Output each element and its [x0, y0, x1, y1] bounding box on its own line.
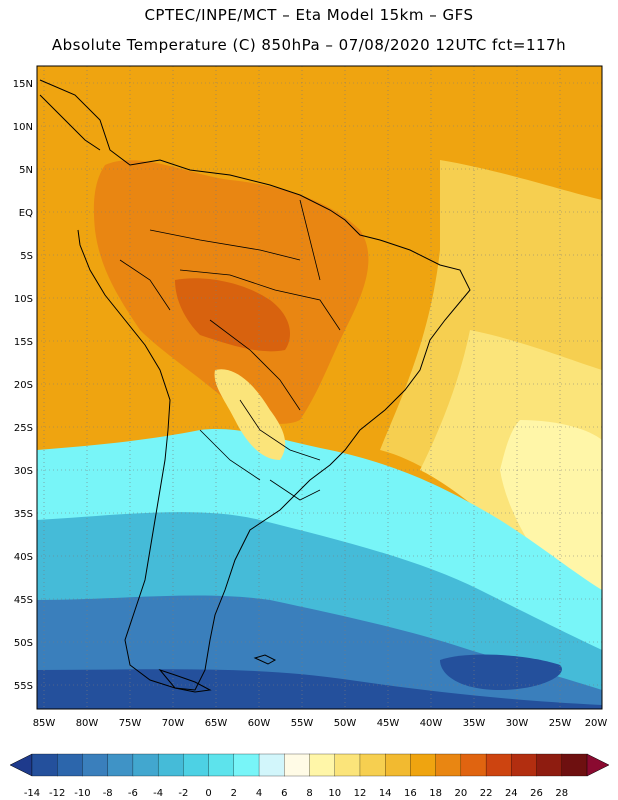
colorbar-tick-label: -14 [24, 788, 40, 799]
colorbar-cell [82, 753, 109, 777]
colorbar-tick-label: 28 [555, 788, 568, 799]
field-continent-hot [175, 278, 290, 352]
temperature-field [37, 66, 602, 709]
colorbar-tick-label: 2 [231, 788, 237, 799]
colorbar-cell [183, 753, 210, 777]
colorbar: -14 -12 -10 -8 -6 -4 -2 0 2 4 6 8 10 12 14 16 18 20 22 24 26… [9, 753, 610, 799]
lon-label: 30W [506, 718, 529, 729]
coastlines [39, 79, 471, 693]
colorbar-tick-label: -6 [128, 788, 138, 799]
colorbar-cell [485, 753, 512, 777]
colorbar-cell [258, 753, 285, 777]
lat-label: 5N [19, 165, 33, 176]
colorbar-tick-label: -2 [178, 788, 188, 799]
colorbar-cell [460, 753, 487, 777]
colorbar-tick-label: 6 [281, 788, 287, 799]
central-america-coastline [39, 94, 101, 151]
lon-label: 40W [420, 718, 443, 729]
title-line-2: Absolute Temperature (C) 850hPa – 07/08/… [51, 36, 567, 54]
lon-label: 65W [205, 718, 228, 729]
colorbar-tick-label: -8 [103, 788, 113, 799]
colorbar-cell [359, 753, 386, 777]
colorbar-cell [511, 753, 538, 777]
lat-label: 10S [14, 294, 33, 305]
colorbar-cell [385, 753, 411, 777]
field-coldest-blob [440, 654, 562, 690]
country-borders [119, 199, 341, 501]
field-cold-front [500, 420, 602, 600]
colorbar-cell [107, 753, 134, 777]
colorbar-cell [309, 753, 336, 777]
lat-label: 25S [14, 423, 33, 434]
colorbar-cell [57, 753, 84, 777]
colorbar-cell [157, 753, 184, 777]
colorbar-cell [561, 753, 588, 777]
lat-label: EQ [19, 208, 33, 219]
lon-label: 45W [377, 718, 400, 729]
colorbar-cell [410, 753, 437, 777]
tierra-del-fuego [158, 668, 212, 693]
colorbar-tick-label: 16 [404, 788, 417, 799]
latitude-labels: 15N 10N 5N EQ 5S 10S 15S 20S 25S 30S 35S… [13, 79, 33, 692]
title-line-1: CPTEC/INPE/MCT – Eta Model 15km – GFS [144, 6, 474, 24]
map-frame [36, 65, 603, 710]
colorbar-tick-label: 12 [354, 788, 367, 799]
lat-label: 45S [14, 595, 33, 606]
colorbar-cell [233, 753, 260, 777]
colorbar-tick-label: 8 [306, 788, 312, 799]
colorbar-tick-label: -4 [153, 788, 163, 799]
colorbar-tick-label: 10 [328, 788, 341, 799]
lon-label: 85W [33, 718, 56, 729]
colorbar-tick-label: 14 [379, 788, 392, 799]
colorbar-cell [132, 753, 159, 777]
field-coldest [37, 669, 602, 709]
colorbar-tick-label: 26 [530, 788, 543, 799]
colorbar-cell [536, 753, 563, 777]
lat-label: 20S [14, 380, 33, 391]
colorbar-cell [31, 753, 58, 777]
colorbar-tick-label: 0 [205, 788, 211, 799]
colorbar-tick-label: 18 [429, 788, 442, 799]
lat-label: 5S [20, 251, 33, 262]
lon-label: 55W [291, 718, 314, 729]
lat-label: 40S [14, 552, 33, 563]
colorbar-cell [284, 753, 311, 777]
colorbar-tick-label: -12 [49, 788, 65, 799]
lat-label: 15N [13, 79, 33, 90]
falkland-islands [253, 654, 277, 665]
lon-label: 80W [76, 718, 99, 729]
colorbar-under-arrow [9, 753, 33, 777]
lat-label: 10N [13, 122, 33, 133]
colorbar-tick-label: -10 [74, 788, 90, 799]
lat-label: 15S [14, 337, 33, 348]
colorbar-cell [435, 753, 462, 777]
longitude-labels: 85W 80W 75W 70W 65W 60W 55W 50W 45W 40W … [33, 718, 608, 729]
lat-label: 35S [14, 509, 33, 520]
lat-label: 50S [14, 638, 33, 649]
colorbar-cell [334, 753, 361, 777]
colorbar-tick-label: 22 [480, 788, 493, 799]
colorbar-tick-label: 4 [256, 788, 262, 799]
lon-label: 25W [549, 718, 572, 729]
lon-label: 35W [463, 718, 486, 729]
lon-label: 20W [585, 718, 608, 729]
lat-label: 55S [14, 681, 33, 692]
colorbar-tick-labels: -14 -12 -10 -8 -6 -4 -2 0 2 4 6 8 10 12 14 16 18 20 22 24 26… [24, 788, 568, 799]
colorbar-tick-label: 20 [454, 788, 467, 799]
lon-label: 75W [119, 718, 142, 729]
colorbar-cells [31, 753, 588, 777]
colorbar-cell [208, 753, 235, 777]
colorbar-over-arrow [586, 753, 610, 777]
lat-label: 30S [14, 466, 33, 477]
colorbar-tick-label: 24 [505, 788, 518, 799]
lon-label: 60W [248, 718, 271, 729]
lon-label: 70W [162, 718, 185, 729]
lon-label: 50W [334, 718, 357, 729]
south-america-coastline [39, 79, 471, 691]
